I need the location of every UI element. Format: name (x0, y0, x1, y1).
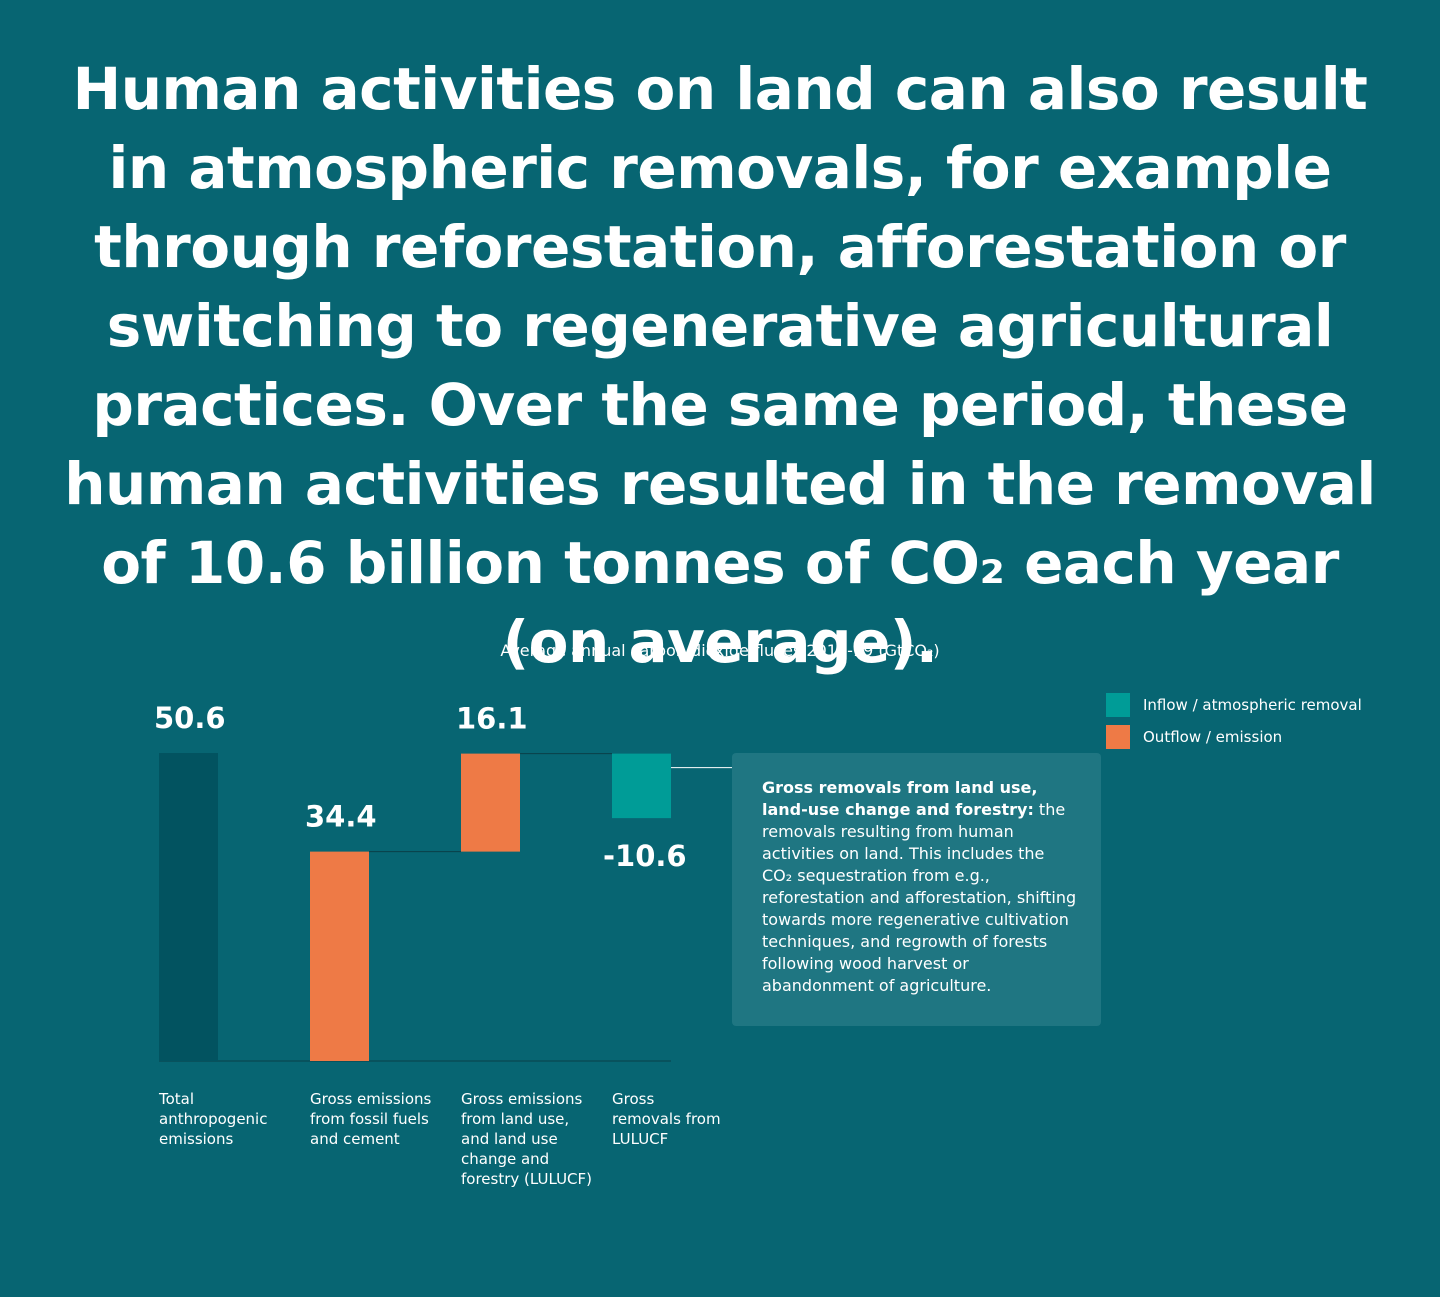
category-label-line: Gross (612, 1090, 654, 1108)
category-label-line: forestry (LULUCF) (461, 1170, 592, 1188)
annotation-heading: Gross removals from land use, land-use c… (762, 778, 1038, 819)
annotation-text: the removals resulting from human activi… (762, 800, 1077, 995)
category-label-line: LULUCF (612, 1130, 668, 1148)
category-label-line: anthropogenic (159, 1110, 267, 1128)
bar-4 (612, 753, 671, 819)
value-label-4: -10.6 (603, 839, 687, 873)
legend-label-inflow: Inflow / atmospheric removal (1143, 696, 1362, 714)
value-label-1: 50.6 (154, 701, 226, 735)
category-label-4: Gross removals from LULUCF (612, 1090, 721, 1148)
legend-item-outflow: Outflow / emission (1106, 725, 1362, 749)
legend-label-outflow: Outflow / emission (1143, 728, 1283, 746)
value-label-2: 34.4 (305, 800, 377, 834)
category-label-1: Total anthropogenic emissions (158, 1090, 267, 1148)
bar-1 (159, 753, 218, 1061)
legend: Inflow / atmospheric removal Outflow / e… (1106, 693, 1362, 757)
category-label-line: and land use (461, 1130, 558, 1148)
category-label-line: from land use, (461, 1110, 569, 1128)
category-label-line: change and (461, 1150, 549, 1168)
bar-2 (310, 851, 369, 1061)
legend-swatch-outflow (1106, 725, 1130, 749)
category-label-line: from fossil fuels (310, 1110, 429, 1128)
annotation-box: Gross removals from land use, land-use c… (732, 753, 1101, 1026)
bar-3 (461, 753, 520, 852)
category-label-3: Gross emissions from land use, and land us… (461, 1090, 592, 1188)
value-label-3: 16.1 (456, 702, 528, 736)
chart-title: Average annual carbon dioxide fluxes 201… (500, 641, 940, 660)
category-label-line: and cement (310, 1130, 400, 1148)
headline: Human activities on land can also result… (64, 55, 1376, 676)
category-label-line: removals from (612, 1110, 721, 1128)
category-label-line: Gross emissions (461, 1090, 583, 1108)
legend-item-inflow: Inflow / atmospheric removal (1106, 693, 1362, 717)
legend-swatch-inflow (1106, 693, 1130, 717)
category-label-line: Gross emissions (310, 1090, 432, 1108)
category-label-line: Total (158, 1090, 194, 1108)
category-label-line: emissions (159, 1130, 233, 1148)
category-label-2: Gross emissions from fossil fuels and ceme… (310, 1090, 432, 1148)
